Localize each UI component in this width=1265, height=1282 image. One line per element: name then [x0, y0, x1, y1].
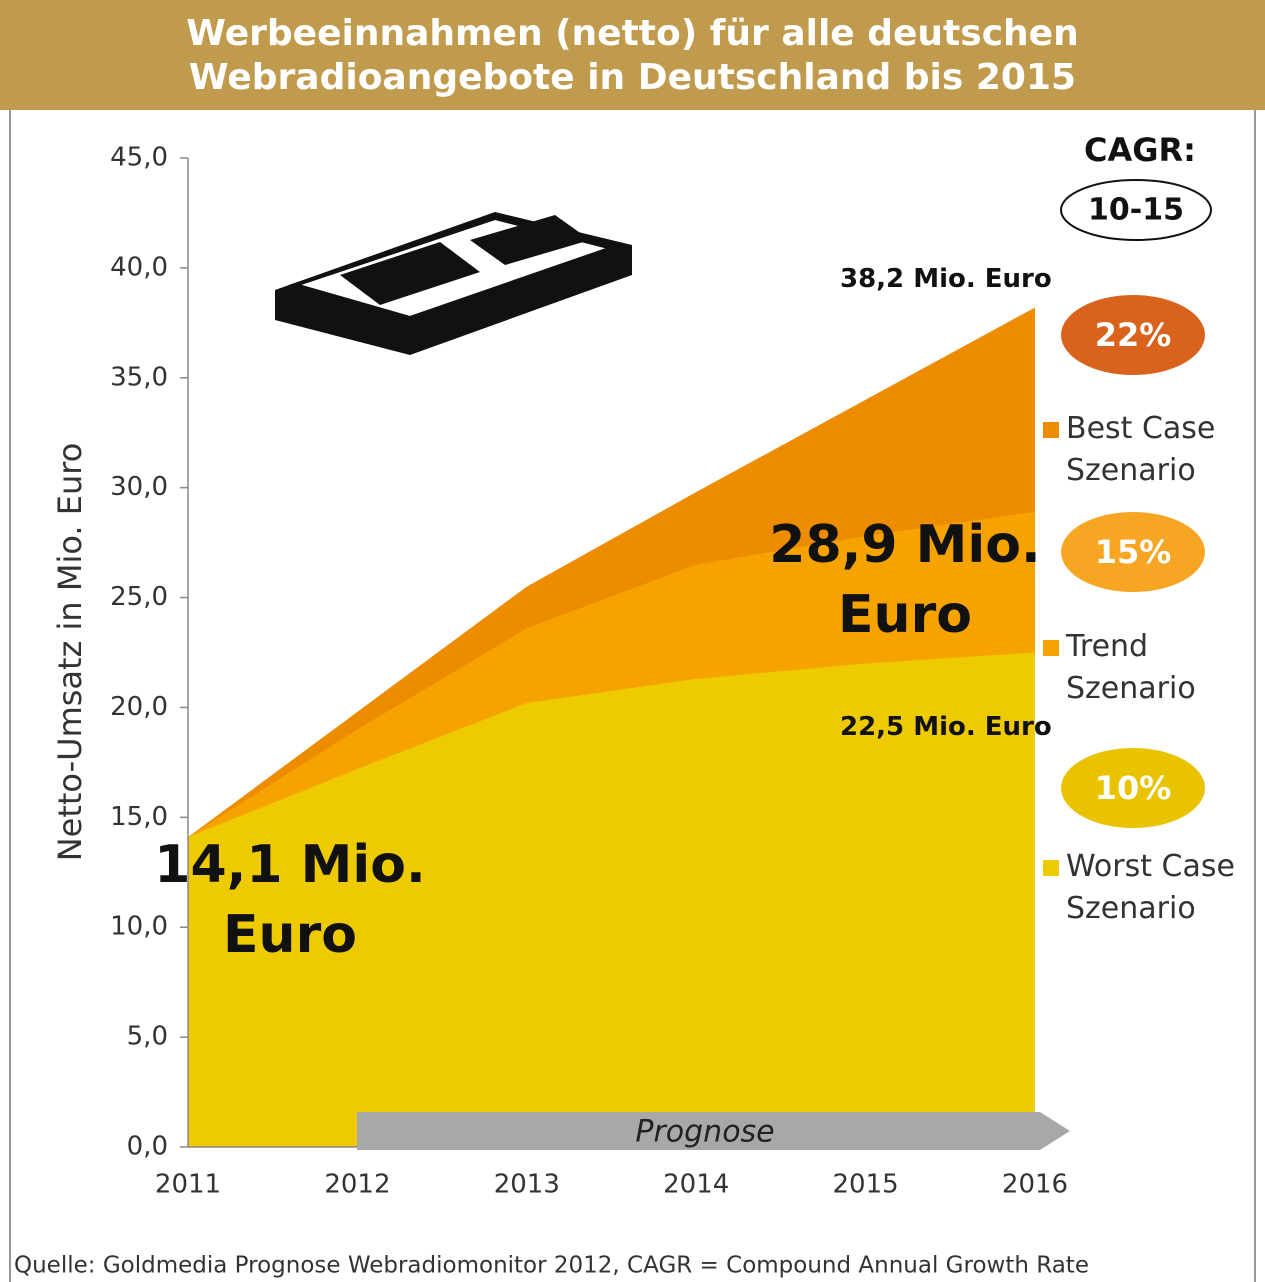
- area: [188, 652, 1035, 1147]
- cagr-badge: [1061, 512, 1205, 592]
- cagr-value: 15%: [1095, 533, 1172, 571]
- y-axis-label: Netto-Umsatz in Mio. Euro: [51, 443, 89, 862]
- y-tick-label: 25,0: [110, 582, 168, 612]
- x-tick-label: 2013: [494, 1170, 560, 1200]
- cagr-period-outline: [1060, 179, 1212, 241]
- cagr-value: 22%: [1095, 316, 1172, 354]
- legend-swatch: [1043, 640, 1059, 656]
- y-tick-label: 5,0: [127, 1022, 168, 1052]
- arrow-label: Prognose: [635, 1115, 774, 1150]
- y-tick-label: 15,0: [110, 802, 168, 832]
- x-tick-label: 2011: [155, 1170, 221, 1200]
- prognose-arrow: [357, 1112, 1070, 1150]
- cagr-value: 10%: [1095, 769, 1172, 807]
- y-tick-label: 10,0: [110, 912, 168, 942]
- x-tick-label: 2014: [663, 1170, 729, 1200]
- x-tick-label: 2015: [833, 1170, 899, 1200]
- money-icon: [275, 212, 632, 355]
- cagr-badge: [1061, 748, 1205, 828]
- y-tick-label: 20,0: [110, 692, 168, 722]
- annotation: 28,9 Mio. Euro: [769, 515, 1041, 645]
- annotation: 14,1 Mio. Euro: [154, 835, 426, 965]
- cagr-badge: [1061, 295, 1205, 375]
- y-tick-label: 45,0: [110, 143, 168, 173]
- annotation: 38,2 Mio. Euro: [840, 264, 1052, 294]
- legend-label: Best Case Szenario: [1066, 411, 1216, 488]
- x-tick-label: 2016: [1002, 1170, 1068, 1200]
- legend-swatch: [1043, 860, 1059, 876]
- legend-label: Trend Szenario: [1066, 629, 1196, 706]
- legend-swatch: [1043, 422, 1059, 438]
- y-tick-label: 40,0: [110, 252, 168, 282]
- chart-title: Werbeeinnahmen (netto) für alle deutsche…: [0, 0, 1265, 110]
- annotation: 22,5 Mio. Euro: [840, 712, 1052, 742]
- y-tick-label: 35,0: [110, 362, 168, 392]
- legend-label: Worst Case Szenario: [1066, 849, 1235, 926]
- x-tick-label: 2012: [324, 1170, 390, 1200]
- y-tick-label: 0,0: [127, 1132, 168, 1162]
- cagr-title: CAGR:: [1084, 131, 1196, 169]
- y-tick-label: 30,0: [110, 472, 168, 502]
- source: Quelle: Goldmedia Prognose Webradiomonit…: [14, 1253, 1089, 1279]
- cagr-period: 10-15: [1088, 193, 1184, 228]
